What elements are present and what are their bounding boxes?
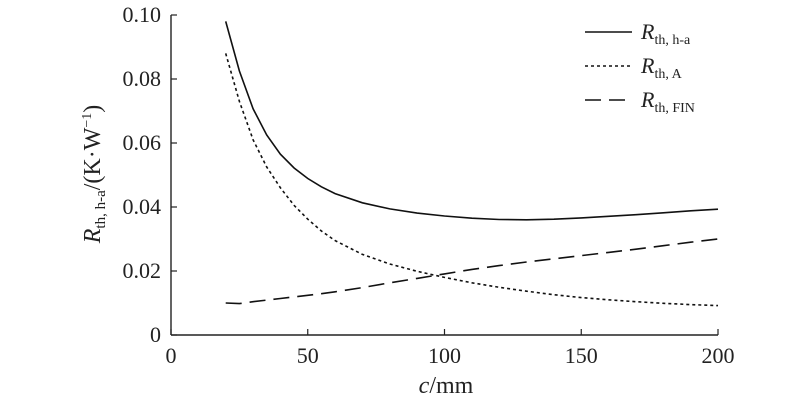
x-tick-label: 50 bbox=[297, 343, 319, 368]
legend-label-sub: th, FIN bbox=[654, 101, 694, 116]
x-axis-label-var: c bbox=[419, 373, 430, 399]
x-axis-label-unit: /mm bbox=[429, 373, 473, 399]
axes bbox=[170, 15, 718, 336]
y-tick-label: 0 bbox=[150, 322, 161, 347]
y-tick-label: 0.04 bbox=[123, 194, 162, 219]
y-axis-label-var: R bbox=[80, 228, 106, 244]
ticks: 0 50 100 150 200 0 0.02 0.04 0.06 0.08 0.10 bbox=[123, 2, 735, 368]
legend-label-sub: th, h-a bbox=[654, 33, 691, 48]
legend-label-var: R bbox=[640, 53, 655, 78]
legend-label-var: R bbox=[640, 19, 655, 44]
legend-label-sub: th, A bbox=[654, 67, 682, 82]
y-axis-label-close: ) bbox=[80, 105, 106, 113]
legend-label-var: R bbox=[640, 87, 655, 112]
y-axis-label: Rth, h-a/(K·W−1) bbox=[80, 105, 109, 245]
series-line-r-th-fin bbox=[225, 238, 719, 305]
x-tick-label: 0 bbox=[166, 343, 177, 368]
y-tick-label: 0.02 bbox=[123, 258, 162, 283]
x-tick-label: 200 bbox=[702, 343, 735, 368]
series-layer bbox=[224, 21, 719, 307]
y-axis-label-unit: /(K·W bbox=[80, 127, 106, 190]
y-axis-label-sub: th, h-a bbox=[93, 190, 109, 229]
x-axis-label: c/mm bbox=[419, 373, 474, 399]
y-axis-label-sup: −1 bbox=[80, 113, 95, 128]
series-line-r-th-h-a bbox=[224, 21, 719, 221]
y-tick-label: 0.06 bbox=[123, 130, 162, 155]
y-tick-label: 0.08 bbox=[123, 66, 162, 91]
x-tick-label: 150 bbox=[565, 343, 598, 368]
x-tick-label: 100 bbox=[428, 343, 461, 368]
y-tick-label: 0.10 bbox=[123, 2, 162, 27]
legend-label-r-th-a: Rth, A bbox=[640, 53, 683, 82]
legend-label-r-th-fin: Rth, FIN bbox=[640, 87, 695, 116]
legend-label-r-th-h-a: Rth, h-a bbox=[640, 19, 691, 48]
